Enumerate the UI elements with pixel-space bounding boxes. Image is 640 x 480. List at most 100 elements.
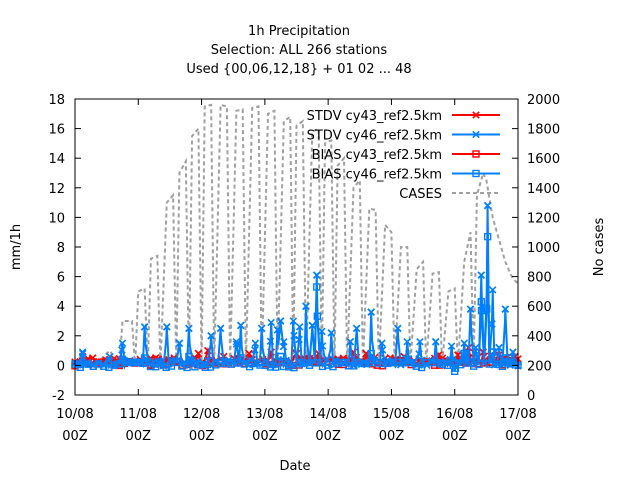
series-stdv-cy46-marker [441, 357, 449, 365]
series-stdv-cy46-peak-marker [501, 305, 510, 313]
series-stdv-cy46-marker [188, 356, 197, 364]
x-tick-label-hour: 00Z [379, 429, 405, 444]
y-tick-label: 14 [48, 152, 65, 167]
series-stdv-cy46-peak-marker [477, 271, 486, 279]
x-tick-label-hour: 00Z [252, 429, 278, 444]
series-bias-cy46-marker [318, 362, 327, 371]
legend-swatch-marker [472, 150, 480, 158]
series-stdv-cy46-peak-marker [162, 323, 171, 331]
cases-line [75, 103, 519, 369]
series-stdv-cy46-peak-marker [257, 324, 266, 333]
series-stdv-cy46-marker [224, 356, 233, 364]
legend-entry: CASES [399, 187, 500, 202]
series-stdv-cy46-marker [363, 360, 371, 369]
series-stdv-cy46-peak-marker [318, 327, 326, 336]
y2-tick-label: 0 [527, 389, 535, 404]
series-stdv-cy46-marker [266, 337, 275, 346]
series-bias-cy46-peak-marker [451, 367, 459, 376]
series-stdv-cy46-peak-marker [495, 343, 503, 352]
series-stdv-cy46-peak-marker [232, 337, 241, 346]
x-tick-label-date: 14/08 [309, 407, 346, 422]
series-stdv-cy46-peak-marker [140, 323, 149, 331]
y-tick-label: 16 [48, 123, 65, 138]
series-stdv-cy46-marker [180, 358, 189, 366]
x-tick-label-hour: 00Z [189, 429, 215, 444]
series-stdv-cy43-peak-marker [194, 349, 203, 358]
series-stdv-cy46-marker [149, 358, 157, 366]
y2-tick-label: 1400 [527, 182, 560, 197]
series-stdv-cy46-marker [342, 357, 350, 366]
series-stdv-cy46-marker [295, 335, 303, 344]
series-stdv-cy46-peak-marker [346, 337, 355, 346]
series-bias-cy46-marker [266, 363, 275, 371]
series-stdv-cy46-peak-marker [295, 323, 304, 331]
series-stdv-cy46-marker [154, 360, 163, 368]
series-stdv-cy46-marker [112, 360, 121, 369]
x-tick-label-date: 17/08 [499, 407, 536, 422]
series-stdv-cy46-peak-marker [447, 342, 456, 350]
x-tick-label-hour: 00Z [62, 429, 88, 444]
series-stdv-cy46-marker [324, 355, 332, 364]
series-stdv-cy46-peak-marker [175, 339, 184, 347]
series-stdv-cy46-marker [89, 361, 98, 370]
series-stdv-cy46-marker [449, 355, 457, 364]
series-stdv-cy46-marker [459, 350, 468, 359]
series-stdv-cy46-marker [251, 346, 259, 354]
series-stdv-cy46-marker [245, 355, 254, 364]
legend-entry: STDV cy43_ref2.5km [307, 109, 500, 124]
series-bias-cy46-marker [290, 363, 298, 372]
x-tick-label-date: 15/08 [373, 407, 410, 422]
legend-label: STDV cy43_ref2.5km [307, 109, 442, 124]
x-tick-label-hour: 00Z [505, 429, 531, 444]
series-stdv-cy46-peak-marker [403, 337, 412, 346]
y-tick-label: 12 [48, 182, 65, 197]
series-stdv-cy46-peak-marker [276, 317, 285, 325]
series-stdv-cy46-marker [472, 350, 481, 359]
series-stdv-cy46-peak-marker [327, 329, 336, 337]
series-stdv-cy46-peak-marker [431, 337, 440, 346]
y2-tick-label: 1800 [527, 123, 560, 138]
series-bias-cy46-peak-marker [276, 352, 285, 361]
series-stdv-cy46-marker [305, 359, 314, 368]
series-stdv-cy46-marker [428, 356, 436, 365]
series-stdv-cy46-marker [297, 360, 306, 368]
series-stdv-cy46 [71, 201, 522, 370]
y-tick-label: 6 [57, 271, 65, 286]
y2-axis-label: No cases [592, 218, 607, 277]
series-stdv-cy46-marker [204, 356, 212, 365]
series-stdv-cy46-marker [506, 361, 514, 369]
series-stdv-cy46-marker [454, 357, 462, 366]
y-tick-label: 18 [48, 93, 65, 108]
y-tick-label: 8 [57, 241, 65, 256]
series-stdv-cy46-peak-marker [509, 348, 517, 356]
legend-entry: STDV cy46_ref2.5km [307, 129, 500, 144]
series-stdv-cy46-peak-marker [393, 324, 402, 333]
series-bias-cy46-marker [271, 363, 280, 371]
series-stdv-cy46-peak-marker [78, 348, 87, 356]
series-stdv-cy46-peak-marker [251, 339, 260, 347]
series-bias-cy46-marker [470, 362, 478, 370]
series-stdv-cy46-marker [211, 357, 220, 365]
y2-tick-label: 400 [527, 330, 552, 345]
title-line-3: Used {00,06,12,18} + 01 02 ... 48 [186, 62, 411, 77]
series-stdv-cy46-marker [396, 361, 405, 369]
y-tick-label: 4 [57, 300, 65, 315]
series-stdv-cy46-peak-marker [280, 337, 288, 346]
series-stdv-cy46-marker [480, 359, 488, 367]
series-stdv-cy46-marker [131, 358, 139, 367]
y-tick-label: -2 [52, 389, 65, 404]
y-tick-label: 0 [57, 359, 65, 374]
series-stdv-cy46-peak-marker [267, 318, 275, 327]
legend-swatch-marker [472, 111, 480, 119]
series-stdv-cy46-marker [125, 356, 134, 365]
y2-tick-label: 800 [527, 271, 552, 286]
series-stdv-cy46-peak-marker [488, 286, 497, 294]
x-tick-label-date: 10/08 [56, 407, 93, 422]
y-tick-label: 2 [57, 330, 65, 345]
series-stdv-cy46-peak-marker [185, 324, 193, 333]
legend-label: STDV cy46_ref2.5km [307, 129, 442, 144]
series-stdv-cy46-marker [198, 360, 207, 368]
series-stdv-cy46-marker [488, 320, 496, 328]
series-stdv-cy46-marker [193, 358, 202, 366]
